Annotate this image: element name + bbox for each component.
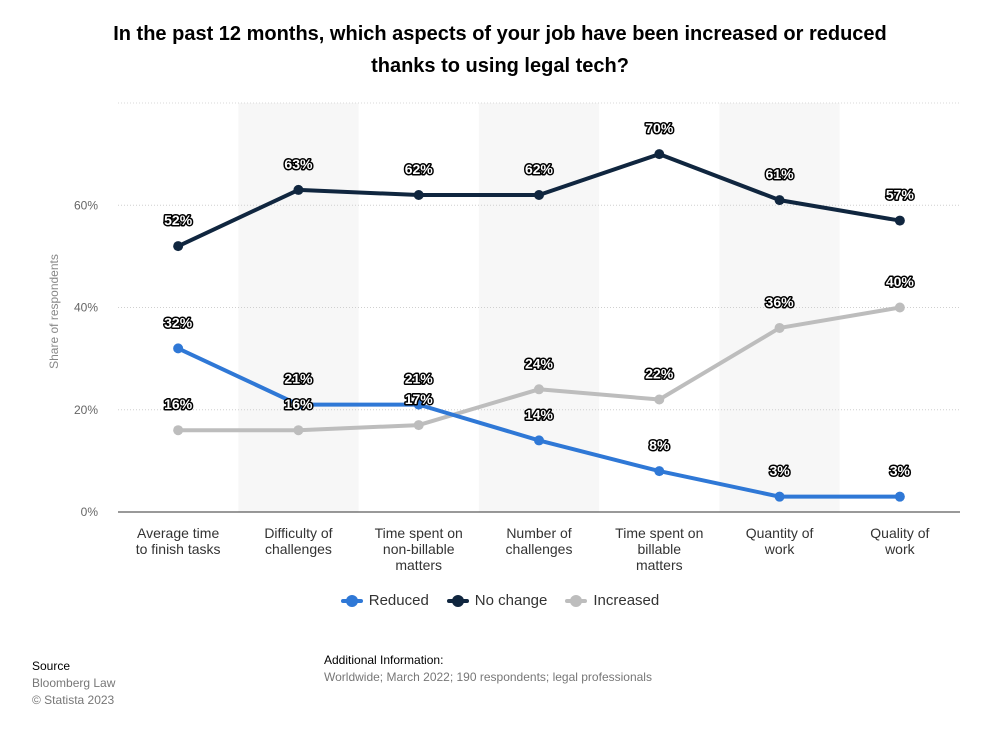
x-tick-label-5: Quantity of work: [746, 525, 814, 557]
data-label-no-change-3: 62%: [525, 161, 554, 177]
data-point-reduced-1: [293, 399, 304, 410]
source-line-1: Bloomberg Law: [32, 676, 116, 690]
legend-dot-reduced: [345, 594, 358, 607]
source-block: Source Bloomberg Law © Statista 2023: [32, 658, 115, 709]
data-point-no-change-2: [413, 190, 424, 201]
data-label-increased-5: 36%: [766, 294, 795, 310]
legend-item-increased[interactable]: Increased: [565, 592, 659, 609]
data-point-no-change-0: [173, 241, 184, 252]
y-axis-title: Share of respondents: [47, 254, 61, 369]
x-tick-label-2: Time spent on non-billable matters: [375, 525, 463, 573]
data-point-no-change-5: [774, 195, 785, 206]
data-point-increased-1: [293, 425, 304, 436]
data-point-increased-6: [894, 302, 905, 313]
x-tick-label-4: Time spent on billable matters: [615, 525, 703, 573]
x-tick-label-6: Quality of work: [870, 525, 929, 557]
data-label-reduced-6: 3%: [890, 463, 911, 479]
additional-info-heading: Additional Information:: [324, 653, 444, 667]
data-label-reduced-3: 14%: [525, 406, 554, 422]
chart-title-line-2: thanks to using legal tech?: [371, 55, 629, 77]
data-label-increased-4: 22%: [645, 366, 674, 382]
y-tick-label-1: 20%: [74, 403, 98, 417]
data-point-increased-5: [774, 322, 785, 333]
x-tick-label-3: Number of challenges: [506, 525, 573, 557]
data-point-increased-0: [173, 425, 184, 436]
data-label-increased-6: 40%: [886, 274, 915, 290]
legend-label-no-change: No change: [474, 592, 548, 609]
data-label-reduced-0: 32%: [164, 314, 193, 330]
data-label-increased-0: 16%: [164, 396, 193, 412]
data-label-no-change-1: 63%: [284, 156, 313, 172]
legend-dot-increased: [570, 594, 583, 607]
legend-marker-no-change: [446, 594, 469, 608]
x-tick-label-0: Average time to finish tasks: [136, 525, 221, 557]
additional-info-text: Worldwide; March 2022; 190 respondents; …: [324, 670, 652, 684]
legend-label-increased: Increased: [593, 592, 660, 609]
data-point-reduced-3: [534, 435, 544, 446]
source-line-2: © Statista 2023: [32, 693, 115, 707]
legend-marker-increased: [565, 594, 588, 608]
data-point-reduced-4: [654, 466, 665, 477]
y-tick-label-2: 40%: [74, 301, 98, 315]
legend-dot-no-change: [451, 594, 464, 607]
y-tick-label-3: 60%: [74, 198, 98, 212]
data-label-increased-1: 16%: [284, 396, 313, 412]
data-point-reduced-0: [173, 343, 184, 354]
data-label-reduced-5: 3%: [769, 463, 790, 479]
data-label-reduced-2: 21%: [405, 371, 434, 387]
data-label-no-change-4: 70%: [645, 120, 674, 136]
additional-info-block: Additional Information: Worldwide; March…: [324, 652, 652, 686]
legend-item-reduced[interactable]: Reduced: [340, 592, 429, 609]
data-point-no-change-3: [534, 190, 544, 201]
data-point-reduced-5: [774, 491, 785, 502]
x-tick-label-1: Difficulty of challenges: [264, 525, 332, 557]
data-label-no-change-6: 57%: [886, 187, 915, 203]
legend: Reduced No change Increased: [0, 592, 1000, 609]
data-point-reduced-2: [413, 399, 424, 410]
source-heading: Source: [32, 659, 71, 673]
data-label-no-change-2: 62%: [405, 161, 434, 177]
data-label-no-change-5: 61%: [766, 166, 795, 182]
data-label-increased-3: 24%: [525, 355, 554, 371]
data-label-reduced-4: 8%: [649, 437, 670, 453]
legend-label-reduced: Reduced: [368, 592, 429, 609]
data-point-reduced-6: [894, 491, 905, 502]
chart-title: In the past 12 months, which aspects of …: [60, 18, 940, 82]
data-label-increased-2: 17%: [405, 391, 434, 407]
data-point-increased-4: [654, 394, 665, 405]
legend-marker-reduced: [340, 594, 363, 608]
y-tick-label-0: 0%: [81, 505, 99, 519]
data-point-no-change-4: [654, 149, 665, 160]
data-point-increased-2: [413, 420, 424, 431]
legend-item-no-change[interactable]: No change: [446, 592, 548, 609]
line-chart: 0% 20% 40% 60% Share of respondents Average t…: [47, 102, 960, 573]
data-point-no-change-1: [293, 184, 304, 195]
data-point-increased-3: [534, 384, 544, 395]
data-label-reduced-1: 21%: [284, 371, 313, 387]
chart-title-line-1: In the past 12 months, which aspects of …: [113, 23, 887, 45]
data-label-no-change-0: 52%: [164, 212, 193, 228]
data-point-no-change-6: [894, 215, 905, 226]
